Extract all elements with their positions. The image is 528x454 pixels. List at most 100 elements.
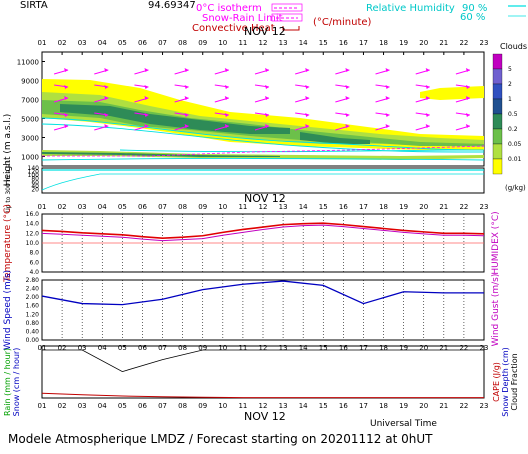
- cloud-layer-1: [420, 86, 484, 100]
- rh-contour-0: [41, 117, 485, 151]
- cloud-legend-level-0.5: 0.5: [508, 111, 518, 118]
- rain-axis-title: Rain (mm / hour): [3, 348, 12, 416]
- height-tick-9000: 9000: [21, 78, 39, 86]
- cloud-layer-7: [42, 152, 280, 157]
- hour-label-temp-09: 09: [198, 203, 207, 211]
- hour-label-precip-22: 22: [459, 344, 468, 352]
- cloud-panel: 01 02 03 04 05 06 07 08 09 10 11 12 13 14 15 16 17 18 19 20…: [17, 39, 489, 194]
- cloud-layer-6: [42, 150, 484, 160]
- hour-label-temp-04: 04: [98, 203, 107, 211]
- hour-label-precip-18: 18: [379, 344, 388, 352]
- wind-arrowhead: [425, 85, 430, 89]
- hour-label-top-14: 14: [299, 39, 308, 47]
- temp-series-0: [41, 222, 485, 239]
- wind-arrowhead: [224, 96, 229, 100]
- cloud-legend-swatch-3: [492, 98, 503, 115]
- temp-tick-4.0: 4.0: [29, 269, 39, 276]
- hour-label-precip-04: 04: [98, 344, 107, 352]
- wind-arrowhead: [385, 96, 390, 100]
- wind-arrowhead: [305, 68, 310, 72]
- hour-label-top-09: 09: [198, 39, 207, 47]
- hour-label-temp-20: 20: [419, 203, 428, 211]
- wind-arrowhead: [345, 68, 350, 72]
- hour-label-bottom-11: 11: [238, 402, 247, 410]
- wind-arrowhead: [144, 113, 149, 117]
- convective-label: Convective Heat: [192, 23, 275, 34]
- height-tick-11000: 11000: [17, 59, 39, 67]
- hour-label-temp-21: 21: [439, 203, 448, 211]
- hour-label-bottom-20: 20: [419, 402, 428, 410]
- wind-tick-1.20: 1.20: [26, 311, 40, 318]
- hour-label-top-21: 21: [439, 39, 448, 47]
- wind-arrowhead: [265, 68, 269, 72]
- hour-label-temp-05: 05: [118, 203, 127, 211]
- wind-arrowhead: [64, 124, 69, 128]
- cloud-legend-level-0.01: 0.01: [508, 156, 522, 163]
- hour-label-top-20: 20: [419, 39, 428, 47]
- wind-speed-line: [41, 280, 484, 306]
- hour-label-temp-07: 07: [158, 203, 167, 211]
- hour-label-top-11: 11: [238, 39, 247, 47]
- rh-label: Relative Humidity: [366, 3, 455, 14]
- hour-label-precip-06: 06: [138, 344, 147, 352]
- temp-tick-6.0: 6.0: [29, 259, 39, 266]
- hour-label-precip-17: 17: [359, 344, 368, 352]
- wind-arrowhead: [184, 96, 189, 100]
- wind-arrowhead: [385, 124, 390, 128]
- hour-label-top-03: 03: [78, 39, 87, 47]
- hour-label-top-07: 07: [158, 39, 167, 47]
- hour-label-top-12: 12: [259, 39, 268, 47]
- wind-arrowhead: [104, 68, 109, 72]
- wind-arrowhead: [425, 113, 430, 117]
- snow-rain-label: Snow-Rain Limit: [202, 13, 283, 24]
- rh-contour-3: [41, 158, 485, 161]
- wind-arrowhead: [144, 124, 149, 128]
- hour-label-precip-10: 10: [218, 344, 227, 352]
- hour-label-precip-21: 21: [439, 344, 448, 352]
- hour-label-top-15: 15: [319, 39, 328, 47]
- hour-label-precip-12: 12: [259, 344, 268, 352]
- hour-label-temp-01: 01: [38, 203, 47, 211]
- lower-tick-40: 40: [31, 183, 39, 190]
- hour-label-precip-01: 01: [38, 344, 47, 352]
- date-label-bottom: NOV 12: [244, 410, 286, 423]
- hour-label-top-08: 08: [178, 39, 187, 47]
- hour-label-precip-03: 03: [78, 344, 87, 352]
- hour-label-bottom-03: 03: [78, 402, 87, 410]
- cloud-fraction-line: [42, 349, 484, 373]
- hour-label-top-05: 05: [118, 39, 127, 47]
- hour-label-temp-08: 08: [178, 203, 187, 211]
- hour-label-top-23: 23: [480, 39, 489, 47]
- convective-legend-mark: [282, 26, 300, 31]
- hour-label-precip-23: 23: [480, 344, 489, 352]
- wind-tick-1.60: 1.60: [26, 303, 40, 310]
- wind-arrowhead: [465, 68, 470, 72]
- precip-panel: 01 02 03 04 05 06 07 08 09 10 11 12 13 14 15 16 17 18 19 20…: [38, 344, 489, 410]
- lower-tick-140: 140: [28, 165, 40, 172]
- precip-plot-frame: [41, 345, 485, 399]
- lower-tick-100: 100: [28, 172, 40, 179]
- cloud-layer-0: [42, 79, 484, 150]
- wind-arrowhead: [265, 85, 269, 89]
- rh-contour-2: [119, 149, 485, 153]
- temp-series-1: [41, 224, 485, 242]
- hour-label-bottom-01: 01: [38, 402, 47, 410]
- wind-panel: 0.00 0.400.80 1.201.60 2.002.40 2.80: [26, 277, 485, 344]
- cloud-layer-5: [300, 132, 370, 144]
- wind-arrowhead: [184, 113, 189, 117]
- cloud-legend-unit: (g/kg): [505, 184, 526, 192]
- hour-label-top-10: 10: [218, 39, 227, 47]
- wind-tick-0.00: 0.00: [26, 337, 40, 344]
- hour-label-bottom-19: 19: [399, 402, 408, 410]
- wind-tick-2.80: 2.80: [26, 277, 40, 284]
- height-tick-5000: 5000: [21, 116, 39, 124]
- height-tick-7000: 7000: [21, 97, 39, 105]
- wind-arrowhead: [224, 124, 229, 128]
- wind-arrowhead: [265, 113, 269, 117]
- wind-tick-2.00: 2.00: [26, 294, 40, 301]
- hour-label-temp-14: 14: [299, 203, 308, 211]
- wind-arrowhead: [64, 96, 69, 100]
- cloud-legend-level-0.2: 0.2: [508, 126, 518, 133]
- hour-label-top-13: 13: [279, 39, 288, 47]
- temp-tick-14.0: 14.0: [26, 221, 40, 228]
